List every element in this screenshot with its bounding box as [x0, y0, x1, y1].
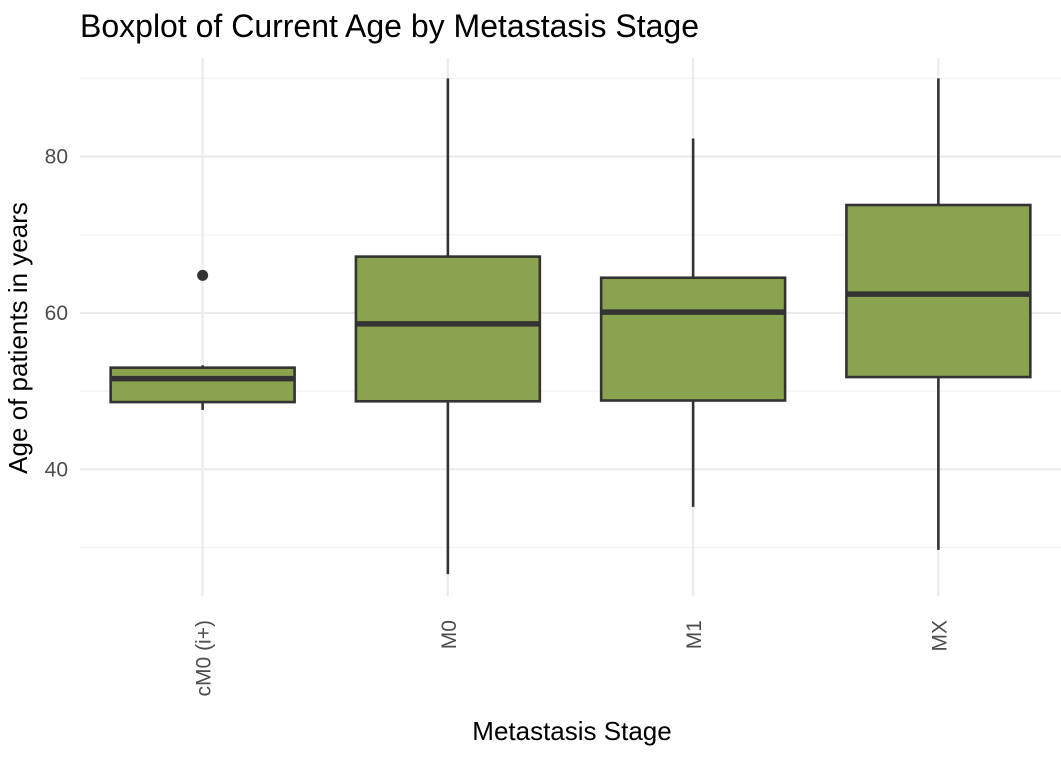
box-group: [845, 78, 1032, 550]
box-layer: [109, 78, 1032, 575]
box-body: [845, 203, 1032, 379]
y-axis-title: Age of patients in years: [3, 202, 33, 474]
box-group: [354, 78, 542, 575]
y-tick-label: 40: [45, 458, 68, 481]
box-group: [599, 138, 787, 507]
box-group: [109, 269, 296, 410]
box-body: [354, 255, 542, 403]
box-body: [599, 276, 787, 402]
x-axis-title: Metastasis Stage: [472, 716, 671, 746]
x-tick-label: M1: [683, 620, 706, 649]
x-tick-label: M0: [438, 620, 461, 649]
y-tick-label: 60: [45, 302, 68, 325]
y-tick-label: 80: [45, 146, 68, 169]
x-tick-label: cM0 (i+): [193, 620, 216, 696]
chart-title: Boxplot of Current Age by Metastasis Sta…: [80, 8, 699, 44]
box-body: [109, 366, 296, 404]
x-tick-label: MX: [928, 620, 951, 652]
outlier-point: [197, 269, 209, 281]
tick-layer: 40 60 80 cM0 (i+) M0 M1 MX: [45, 146, 952, 697]
